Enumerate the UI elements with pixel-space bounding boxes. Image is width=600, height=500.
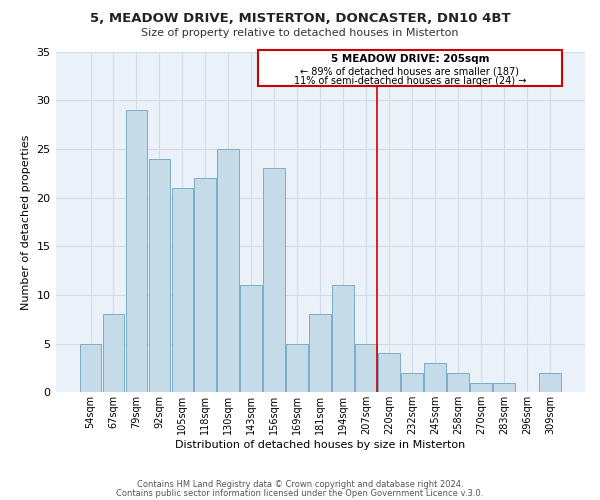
Text: Contains HM Land Registry data © Crown copyright and database right 2024.: Contains HM Land Registry data © Crown c… — [137, 480, 463, 489]
Bar — [103, 314, 124, 392]
Bar — [286, 344, 308, 392]
Bar — [401, 373, 423, 392]
Bar — [355, 344, 377, 392]
Text: 5, MEADOW DRIVE, MISTERTON, DONCASTER, DN10 4BT: 5, MEADOW DRIVE, MISTERTON, DONCASTER, D… — [89, 12, 511, 26]
Bar — [149, 158, 170, 392]
X-axis label: Distribution of detached houses by size in Misterton: Distribution of detached houses by size … — [175, 440, 466, 450]
Bar — [172, 188, 193, 392]
FancyBboxPatch shape — [258, 50, 562, 86]
Bar — [263, 168, 285, 392]
Text: Contains public sector information licensed under the Open Government Licence v.: Contains public sector information licen… — [116, 490, 484, 498]
Text: ← 89% of detached houses are smaller (187): ← 89% of detached houses are smaller (18… — [301, 66, 520, 76]
Bar — [539, 373, 561, 392]
Bar — [447, 373, 469, 392]
Text: 11% of semi-detached houses are larger (24) →: 11% of semi-detached houses are larger (… — [293, 76, 526, 86]
Bar — [241, 285, 262, 393]
Bar — [217, 149, 239, 392]
Text: Size of property relative to detached houses in Misterton: Size of property relative to detached ho… — [141, 28, 459, 38]
Bar — [424, 363, 446, 392]
Bar — [125, 110, 148, 393]
Bar — [470, 382, 492, 392]
Bar — [80, 344, 101, 392]
Bar — [194, 178, 217, 392]
Y-axis label: Number of detached properties: Number of detached properties — [21, 134, 31, 310]
Bar — [310, 314, 331, 392]
Text: 5 MEADOW DRIVE: 205sqm: 5 MEADOW DRIVE: 205sqm — [331, 54, 489, 64]
Bar — [332, 285, 354, 393]
Bar — [378, 354, 400, 393]
Bar — [493, 382, 515, 392]
